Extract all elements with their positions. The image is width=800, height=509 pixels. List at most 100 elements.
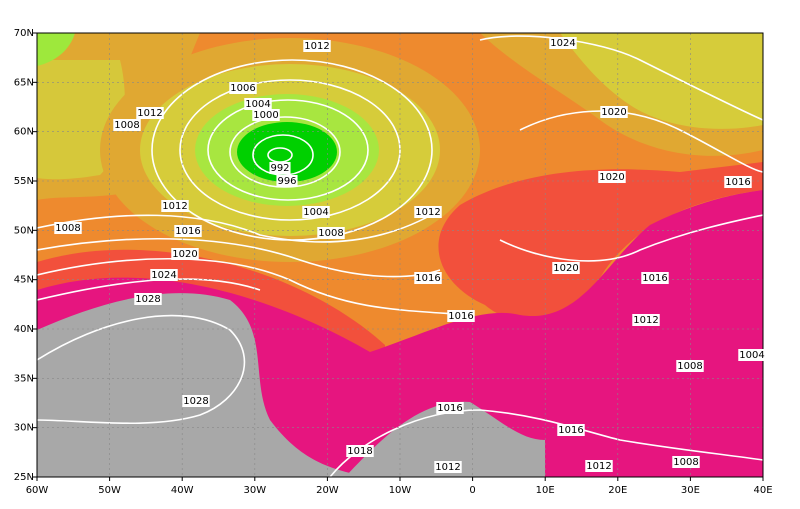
lat-label: 65N: [14, 77, 34, 88]
lat-label: 40N: [14, 324, 34, 335]
isobar-label: 1004: [302, 206, 330, 218]
isobar-label: 1000: [252, 109, 280, 121]
isobar-value: 1004: [303, 207, 328, 218]
isobar-label: 1016: [436, 402, 464, 414]
isobar-value: 1028: [135, 294, 160, 305]
isobar-label: 1008: [676, 360, 704, 372]
isobar-value: 1004: [739, 350, 764, 361]
label-box: [269, 162, 291, 174]
isobar-value: 1008: [114, 120, 139, 131]
isobar-value: 996: [277, 176, 296, 187]
label-box: [600, 106, 628, 118]
isobar-value: 1006: [230, 83, 255, 94]
label-box: [557, 424, 585, 436]
isobar-value: 1000: [253, 110, 278, 121]
band-light-green: [37, 33, 75, 66]
isobar-value: 1012: [415, 207, 440, 218]
lat-label: 25N: [14, 472, 34, 483]
isobar-label: 1020: [598, 171, 626, 183]
label-box: [276, 175, 298, 187]
label-box: [447, 310, 475, 322]
isobar-label: 1008: [317, 227, 345, 239]
isobar-label: 1012: [632, 314, 660, 326]
isobar-value: 1020: [172, 249, 197, 260]
isobar-label: 1008: [54, 222, 82, 234]
label-box: [317, 227, 345, 239]
band-gray: [37, 293, 370, 477]
label-box: [150, 269, 178, 281]
isobar-label: 1016: [641, 272, 669, 284]
isobar-label: 1020: [171, 248, 199, 260]
isobar-label: 1020: [600, 106, 628, 118]
isobar-label: 1012: [303, 40, 331, 52]
isobar-label: 1004: [738, 349, 766, 361]
isobar-value: 1016: [725, 177, 750, 188]
label-box: [585, 460, 613, 472]
lat-label: 45N: [14, 275, 34, 286]
isobar-label: 1012: [434, 461, 462, 473]
isobar-value: 1024: [151, 270, 176, 281]
isobar-value: 1018: [347, 446, 372, 457]
label-box: [136, 107, 164, 119]
isobar-value: 1008: [677, 361, 702, 372]
isobar-label: 1016: [557, 424, 585, 436]
isobar-value: 1008: [673, 457, 698, 468]
label-box: [346, 445, 374, 457]
label-box: [134, 293, 162, 305]
lon-label: 50W: [98, 485, 121, 496]
lat-label: 60N: [14, 127, 34, 138]
label-box: [549, 37, 577, 49]
isobar-value: 1012: [304, 41, 329, 52]
isobar-label: 1004: [244, 98, 272, 110]
lat-label: 70N: [14, 28, 34, 39]
isobar-value: 1016: [175, 226, 200, 237]
band-yellow: [560, 33, 763, 129]
label-box: [54, 222, 82, 234]
band-red: [438, 162, 763, 321]
isobar-label: 1016: [447, 310, 475, 322]
label-box: [161, 200, 189, 212]
isobar-label: 1006: [229, 82, 257, 94]
isobar-value: 1016: [415, 273, 440, 284]
lon-label: 10E: [536, 485, 555, 496]
isobar: [37, 209, 441, 243]
isobar-label: 1012: [414, 206, 442, 218]
isobar-value: 992: [270, 163, 289, 174]
isobar-label: 1024: [150, 269, 178, 281]
label-box: [244, 98, 272, 110]
isobar-value: 1016: [448, 311, 473, 322]
isobar-label: 1016: [414, 272, 442, 284]
isobar-label: 1012: [585, 460, 613, 472]
isobar-label: 1008: [113, 119, 141, 131]
lon-label: 30W: [243, 485, 266, 496]
label-box: [434, 461, 462, 473]
isobar-label: 1012: [136, 107, 164, 119]
label-box: [229, 82, 257, 94]
label-box: [414, 272, 442, 284]
isobar: [37, 237, 441, 278]
label-box: [632, 314, 660, 326]
label-box: [676, 360, 704, 372]
isobar-value: 1008: [55, 223, 80, 234]
label-box: [303, 40, 331, 52]
isobar-value: 1004: [245, 99, 270, 110]
label-box: [171, 248, 199, 260]
label-box: [738, 349, 766, 361]
isobar-value: 1012: [162, 201, 187, 212]
isobar-value: 1012: [633, 315, 658, 326]
isobar-value: 1016: [558, 425, 583, 436]
label-box: [174, 225, 202, 237]
isobar-label: 1020: [552, 262, 580, 274]
isobar-value: 1016: [437, 403, 462, 414]
isobar: [499, 214, 763, 262]
lat-label: 35N: [14, 373, 34, 384]
lon-label: 40W: [171, 485, 194, 496]
isobar-label: 1028: [134, 293, 162, 305]
isobar-label: 1016: [174, 225, 202, 237]
label-box: [598, 171, 626, 183]
isobar-label: 1024: [549, 37, 577, 49]
isobar-value: 1028: [183, 396, 208, 407]
isobar-value: 1012: [435, 462, 460, 473]
